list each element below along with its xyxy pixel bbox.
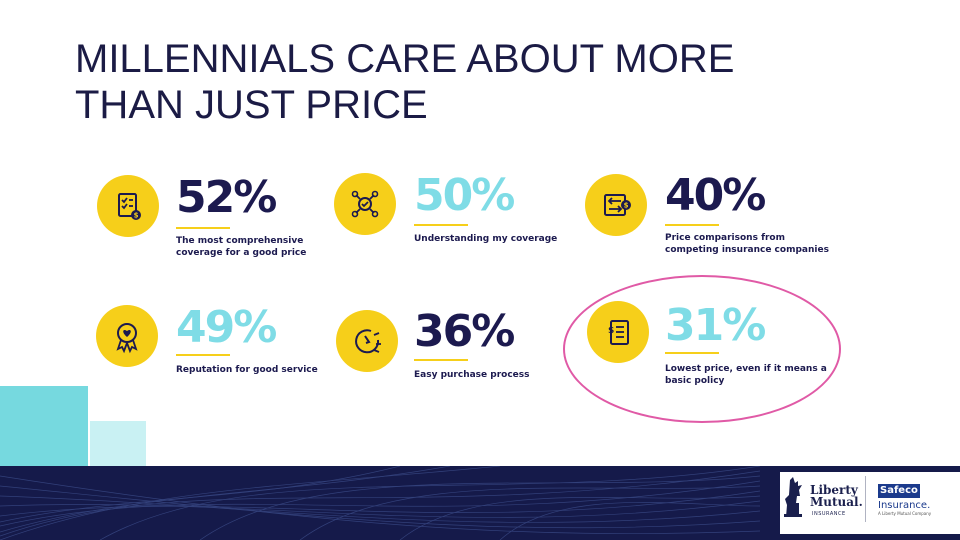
- stat-rule: [665, 224, 719, 226]
- decor-teal-block: [0, 386, 88, 466]
- safeco-logo-insurance: Insurance.: [878, 500, 931, 511]
- stat-desc-line-1: Reputation for good service: [176, 365, 318, 375]
- stat-desc-line-1: Understanding my coverage: [414, 234, 558, 244]
- fast-timer-icon: [336, 310, 398, 372]
- stat-desc-line-1: The most comprehensive: [176, 236, 304, 246]
- stat-value: 40%: [665, 170, 766, 221]
- safeco-logo-tagline: A Liberty Mutual Company: [878, 511, 932, 516]
- liberty-mutual-logo-line-2: Mutual.: [810, 495, 863, 509]
- stat-desc-line-2: competing insurance companies: [665, 245, 829, 255]
- logo-divider: [865, 476, 866, 522]
- stat-rule: [414, 359, 468, 361]
- safeco-logo-name: Safeco: [878, 484, 920, 498]
- stat-value: 36%: [414, 306, 515, 357]
- stat-value: 52%: [176, 172, 277, 223]
- highlight-ellipse: [563, 275, 841, 423]
- stat-rule: [176, 354, 230, 356]
- statue-of-liberty-logo-icon: [784, 477, 802, 517]
- stat-desc-line-1: Easy purchase process: [414, 370, 530, 380]
- stat-desc-line-1: Price comparisons from: [665, 233, 785, 243]
- title-line-1: MILLENNIALS CARE ABOUT MORE: [75, 37, 735, 81]
- svg-text:$: $: [134, 212, 139, 220]
- liberty-mutual-logo-line-1: Liberty: [810, 483, 858, 497]
- compare-arrows-dollar-icon: $: [585, 174, 647, 236]
- stat-rule: [414, 224, 468, 226]
- stat-desc-line-2: coverage for a good price: [176, 248, 307, 258]
- stat-rule: [176, 227, 230, 229]
- logo-area: [780, 472, 960, 534]
- title-line-2: THAN JUST PRICE: [75, 83, 428, 127]
- stat-value: 49%: [176, 302, 277, 353]
- slide-title: MILLENNIALS CARE ABOUT MORE THAN JUST PR…: [75, 36, 875, 128]
- stat-value: 50%: [414, 170, 515, 221]
- certificate-dollar-icon: $: [97, 175, 159, 237]
- decor-light-teal-block: [90, 421, 146, 466]
- award-ribbon-heart-icon: [96, 305, 158, 367]
- liberty-mutual-logo-insurance: INSURANCE: [812, 511, 846, 517]
- svg-text:$: $: [624, 202, 629, 210]
- network-check-icon: [334, 173, 396, 235]
